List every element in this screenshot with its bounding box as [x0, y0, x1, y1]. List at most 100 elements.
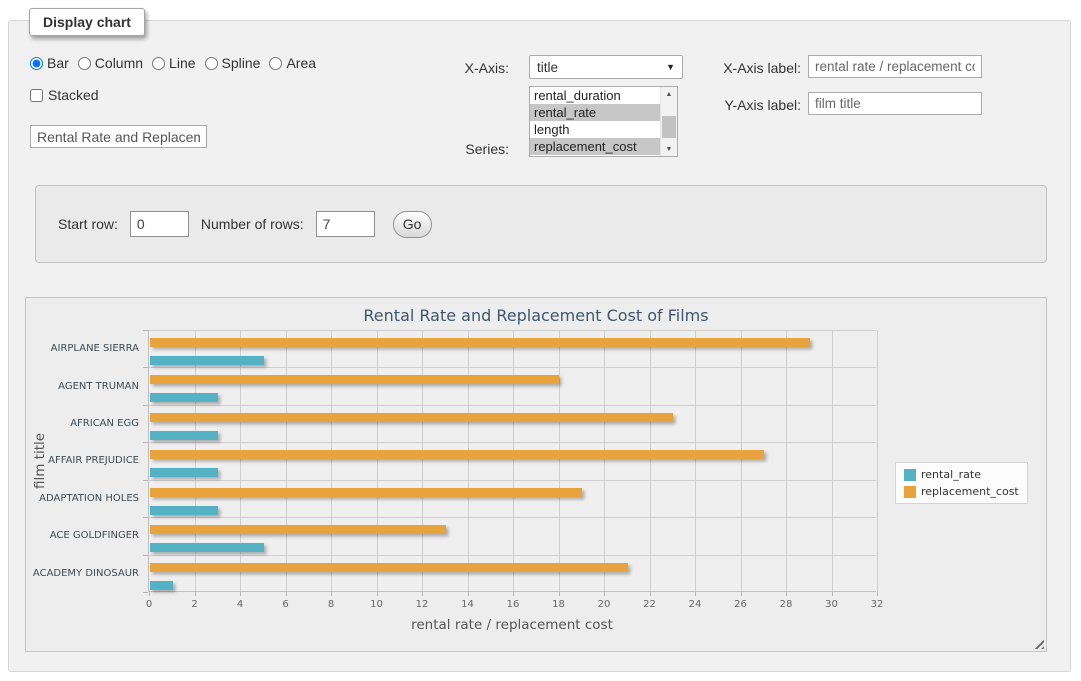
legend-item-replacement_cost[interactable]: replacement_cost — [904, 485, 1019, 498]
bar-rental_rate-adaptation-holes[interactable] — [150, 505, 219, 515]
bar-replacement_cost-ace-goldfinger[interactable] — [150, 525, 446, 535]
bar-rental_rate-academy-dinosaur[interactable] — [150, 580, 173, 590]
scrollbar-up-icon[interactable]: ▲ — [665, 90, 673, 98]
num-rows-label: Number of rows: — [200, 216, 304, 232]
x-tick-label: 32 — [870, 599, 884, 610]
num-rows-input[interactable] — [315, 211, 375, 237]
bar-replacement_cost-airplane-sierra[interactable] — [150, 338, 810, 347]
bar-replacement_cost-african-egg[interactable] — [150, 412, 674, 422]
chart-type-option-bar[interactable]: Bar — [30, 55, 69, 71]
series-option-replacement_cost[interactable]: replacement_cost — [530, 138, 660, 155]
x-axis-select-value: title — [537, 59, 559, 75]
chart-container: Rental Rate and Replacement Cost of Film… — [25, 297, 1047, 652]
bar-replacement_cost-academy-dinosaur[interactable] — [150, 562, 628, 572]
gridline-x-28 — [786, 330, 787, 591]
y-axis-label-input[interactable] — [808, 92, 982, 115]
x-tick — [740, 591, 742, 596]
chart-type-option-line[interactable]: Line — [152, 55, 196, 71]
gridline-x-12 — [422, 330, 423, 591]
chart-legend: rental_rate replacement_cost — [895, 462, 1028, 504]
chart-type-option-column[interactable]: Column — [77, 55, 143, 71]
chart-type-option-area[interactable]: Area — [269, 55, 316, 71]
chart-type-radio-area[interactable] — [269, 56, 283, 70]
gridline-y — [149, 479, 876, 481]
gridline-y — [149, 554, 876, 556]
y-tick — [143, 404, 148, 406]
x-tick-label: 6 — [282, 599, 289, 610]
scrollbar-thumb[interactable] — [662, 116, 676, 138]
series-listbox-label: Series: — [465, 141, 509, 157]
y-tick — [143, 517, 148, 519]
x-tick-label: 22 — [643, 599, 656, 610]
y-tick — [143, 479, 148, 481]
gridline-y — [149, 404, 876, 406]
chart-type-radio-line[interactable] — [152, 56, 166, 70]
gridline-x-30 — [831, 330, 833, 591]
gridline-x-2 — [194, 330, 196, 591]
x-axis-select[interactable]: title ▼ — [529, 55, 683, 79]
x-tick — [467, 591, 469, 596]
x-tick-label: 16 — [506, 599, 520, 610]
stacked-checkbox-row[interactable]: Stacked — [30, 87, 99, 103]
gridline-x-18 — [558, 330, 560, 591]
x-axis-label-input[interactable] — [808, 55, 982, 78]
start-row-input[interactable] — [129, 211, 189, 237]
chart-type-radio-bar[interactable] — [30, 56, 43, 70]
x-axis-label-label: X-Axis label: — [723, 60, 801, 76]
category-label: ADAPTATION HOLES — [39, 492, 139, 504]
x-tick-label: 14 — [461, 599, 474, 610]
gridline-y — [149, 367, 876, 369]
category-label: AFFAIR PREJUDICE — [48, 455, 139, 467]
scrollbar-down-icon[interactable]: ▼ — [665, 145, 673, 153]
chart-title-input[interactable] — [30, 125, 207, 148]
stacked-label: Stacked — [48, 87, 99, 103]
legend-item-rental_rate[interactable]: rental_rate — [904, 468, 1019, 481]
chart-type-option-spline[interactable]: Spline — [204, 55, 260, 71]
bar-replacement_cost-agent-truman[interactable] — [150, 375, 560, 385]
gridline-x-26 — [740, 330, 742, 591]
x-tick — [376, 591, 378, 596]
resize-handle-icon[interactable] — [1031, 636, 1044, 649]
bar-rental_rate-affair-prejudice[interactable] — [150, 468, 219, 478]
chart-type-label-area: Area — [286, 55, 317, 71]
x-tick — [877, 591, 878, 596]
chart-type-radio-column[interactable] — [77, 56, 91, 70]
x-tick-label: 8 — [327, 599, 335, 610]
bar-rental_rate-airplane-sierra[interactable] — [150, 356, 264, 365]
x-tick — [513, 591, 514, 596]
bar-rental_rate-ace-goldfinger[interactable] — [150, 543, 264, 553]
bar-replacement_cost-adaptation-holes[interactable] — [150, 487, 583, 497]
y-tick — [143, 330, 148, 331]
display-chart-panel: Display chart Bar Column Line Spline Area St… — [8, 8, 1071, 672]
y-tick — [143, 592, 148, 593]
gridline-x-20 — [604, 330, 605, 591]
chart-type-radio-spline[interactable] — [204, 56, 218, 70]
x-tick-label: 28 — [779, 599, 793, 610]
y-axis-title: film title — [32, 432, 48, 490]
y-tick — [143, 442, 148, 444]
bar-replacement_cost-affair-prejudice[interactable] — [150, 450, 765, 460]
go-button[interactable]: Go — [392, 210, 432, 238]
bar-rental_rate-agent-truman[interactable] — [150, 393, 219, 403]
x-tick — [331, 591, 332, 596]
listbox-scrollbar[interactable]: ▲ ▼ — [660, 87, 677, 156]
series-option-length[interactable]: length — [534, 122, 570, 137]
series-option-rental_rate[interactable]: rental_rate — [530, 104, 660, 121]
legend-label-rental_rate: rental_rate — [921, 468, 981, 481]
chevron-down-icon: ▼ — [666, 62, 675, 72]
series-listbox[interactable]: rental_duration rental_rate length replacem… — [529, 86, 678, 157]
series-option-rental_duration[interactable]: rental_duration — [534, 88, 621, 103]
x-tick-label: 20 — [597, 599, 611, 610]
chart-title: Rental Rate and Replacement Cost of Film… — [363, 306, 709, 325]
stacked-checkbox[interactable] — [30, 88, 43, 102]
category-label: AGENT TRUMAN — [58, 380, 139, 392]
x-tick-label: 2 — [191, 599, 198, 610]
x-tick-label: 12 — [415, 599, 429, 610]
legend-swatch-replacement_cost — [904, 485, 916, 498]
gridline-y — [149, 517, 876, 519]
category-label: AIRPLANE SIERRA — [50, 343, 139, 355]
x-tick — [285, 591, 287, 596]
bar-rental_rate-african-egg[interactable] — [150, 430, 219, 440]
x-tick — [240, 591, 241, 596]
x-tick — [149, 591, 150, 596]
